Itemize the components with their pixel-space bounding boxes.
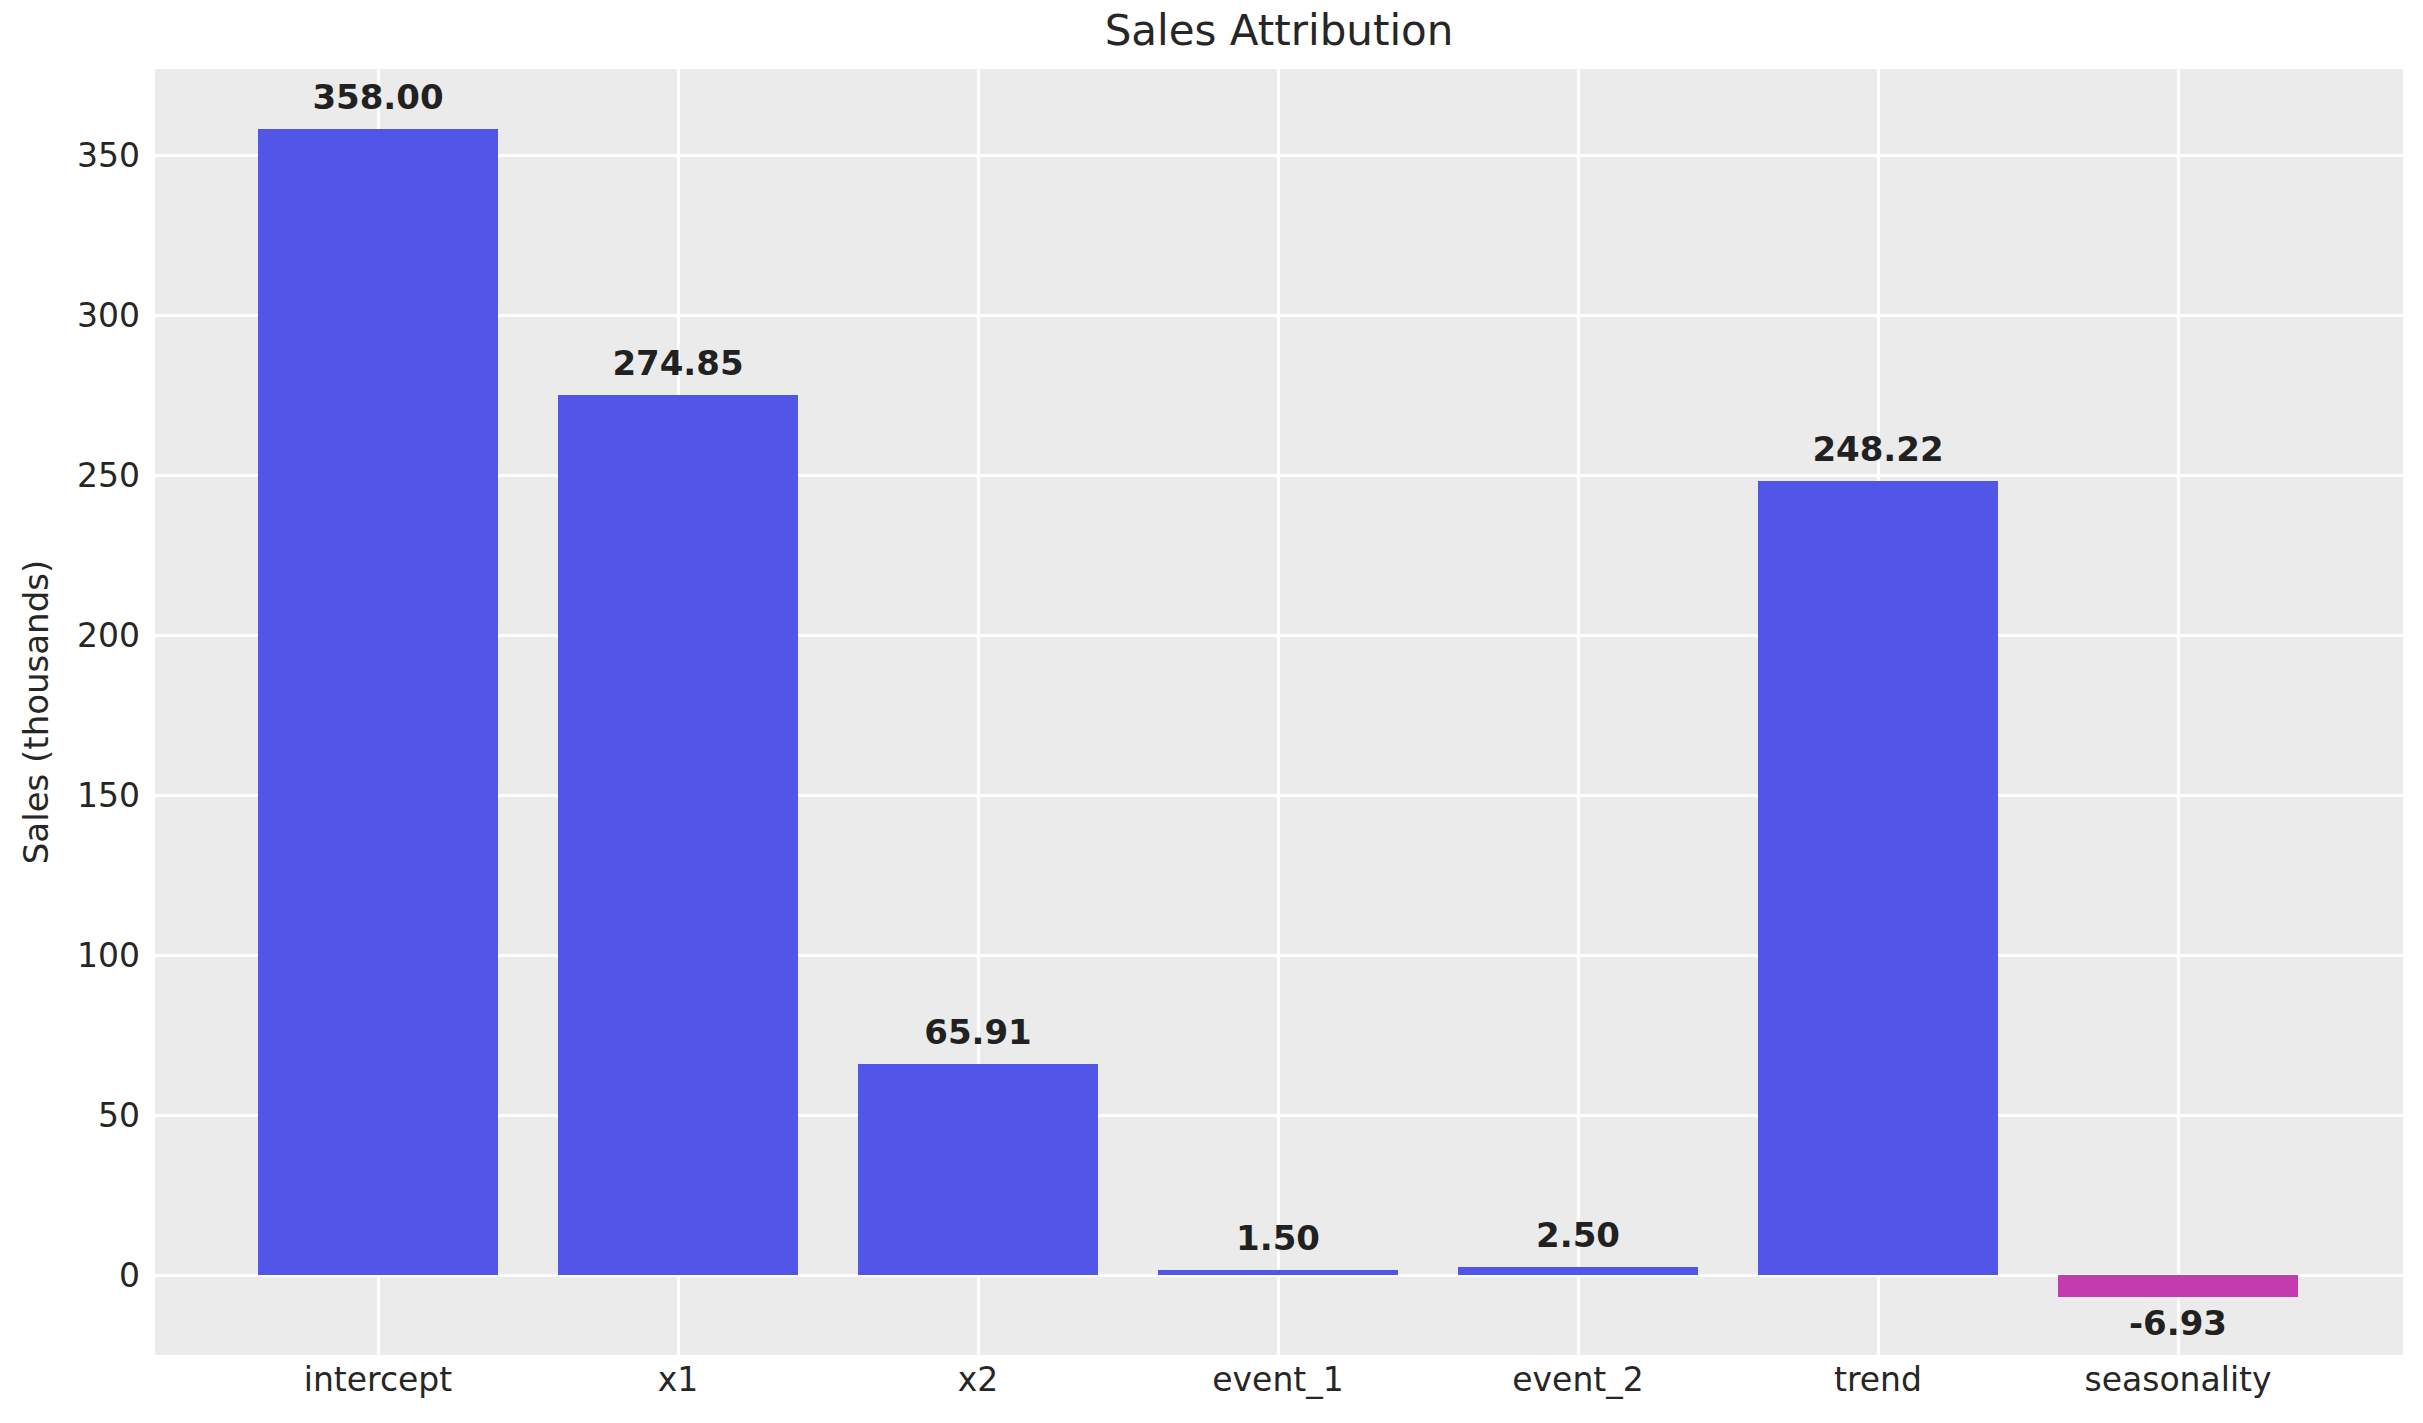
x-tick-label: intercept	[304, 1360, 453, 1399]
chart-title: Sales Attribution	[1105, 6, 1454, 55]
x-tick-label: seasonality	[2084, 1360, 2271, 1399]
x-tick-label: trend	[1834, 1360, 1922, 1399]
bar-x2	[858, 1064, 1098, 1275]
x-tick-label: event_1	[1212, 1360, 1343, 1399]
x-tick-label: x1	[658, 1360, 699, 1399]
bar-event_2	[1458, 1267, 1698, 1275]
y-tick-label: 50	[0, 1096, 140, 1135]
bar-trend	[1758, 481, 1998, 1275]
bar-value-label: 358.00	[312, 77, 443, 117]
y-tick-label: 150	[0, 776, 140, 815]
bar-x1	[558, 395, 798, 1275]
bar-value-label: 2.50	[1536, 1215, 1620, 1255]
bar-value-label: -6.93	[2129, 1303, 2227, 1343]
gridline-vertical	[2177, 69, 2180, 1355]
y-axis-label: Sales (thousands)	[16, 560, 56, 864]
plot-area: 358.00 274.85 65.91 1.50 2.50 248.22 -6.93	[155, 69, 2403, 1355]
figure: Sales Attribution Sales (thousands) 358.…	[0, 0, 2423, 1423]
bar-event_1	[1158, 1270, 1398, 1275]
y-tick-label: 350	[0, 136, 140, 175]
y-tick-label: 100	[0, 936, 140, 975]
y-tick-label: 250	[0, 456, 140, 495]
bar-intercept	[258, 129, 498, 1275]
bar-seasonality	[2058, 1275, 2298, 1297]
bar-value-label: 274.85	[612, 343, 743, 383]
y-tick-label: 300	[0, 296, 140, 335]
bar-value-label: 65.91	[924, 1012, 1032, 1052]
gridline-vertical	[1577, 69, 1580, 1355]
gridline-vertical	[1277, 69, 1280, 1355]
bar-value-label: 248.22	[1812, 429, 1943, 469]
y-tick-label: 200	[0, 616, 140, 655]
x-tick-label: x2	[958, 1360, 999, 1399]
y-tick-label: 0	[0, 1256, 140, 1295]
bar-value-label: 1.50	[1236, 1218, 1320, 1258]
x-tick-label: event_2	[1512, 1360, 1643, 1399]
